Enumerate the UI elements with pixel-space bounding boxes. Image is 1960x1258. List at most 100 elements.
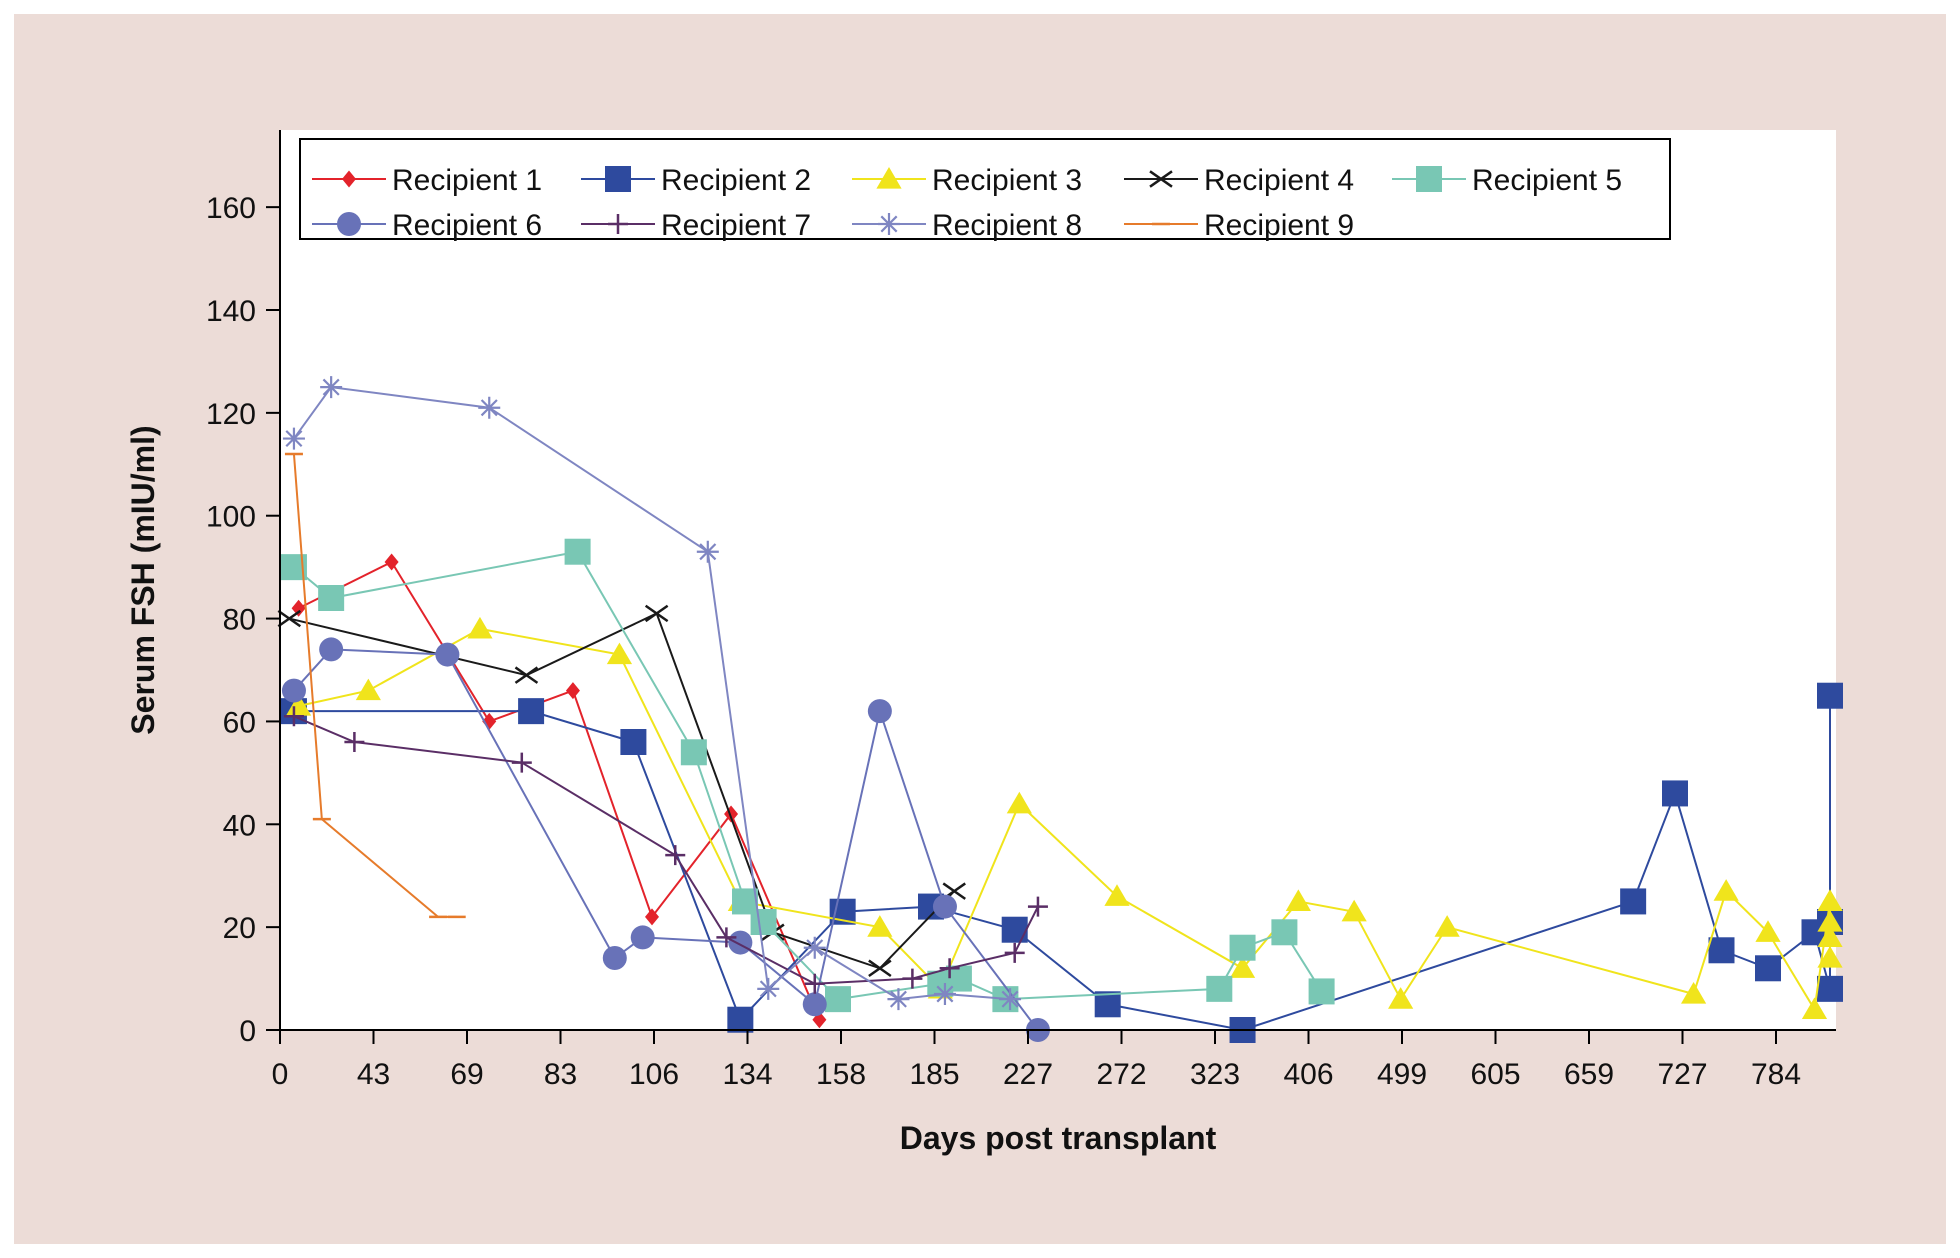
data-point <box>1708 937 1735 964</box>
legend-marker <box>1416 166 1442 192</box>
y-tick-label: 120 <box>206 398 256 431</box>
x-tick-label: 134 <box>722 1058 772 1091</box>
legend-label: Recipient 3 <box>932 164 1082 197</box>
legend-label: Recipient 6 <box>392 209 542 242</box>
x-tick-label: 406 <box>1283 1058 1333 1091</box>
y-tick-label: 0 <box>239 1015 256 1048</box>
data-point <box>1817 682 1843 709</box>
series-6 <box>281 637 1050 1042</box>
series-line <box>293 715 1039 985</box>
data-point <box>696 540 719 563</box>
legend-item: Recipient 1 <box>312 164 542 197</box>
data-point <box>1308 978 1335 1005</box>
data-point <box>1817 946 1843 968</box>
data-point <box>1229 934 1256 961</box>
data-point <box>902 968 923 989</box>
data-point <box>803 936 826 959</box>
data-point <box>478 396 501 419</box>
plot-area <box>280 130 1836 1030</box>
x-tick-label: 272 <box>1096 1058 1146 1091</box>
data-point <box>435 642 460 667</box>
legend-marker <box>876 167 902 189</box>
data-point <box>750 909 777 935</box>
data-point <box>1817 975 1843 1002</box>
data-point <box>665 845 686 866</box>
legend-item: Recipient 3 <box>852 164 1082 197</box>
legend-item: Recipient 4 <box>1124 164 1354 197</box>
data-point <box>1681 982 1707 1004</box>
legend-item: Recipient 9 <box>1124 209 1354 242</box>
fsh-line-chart: 0 20 40 60 80 100 120 140 160 0 43 69 83 106 134 158 18… <box>125 130 1843 1156</box>
y-tick-label: 40 <box>223 809 256 842</box>
series-line <box>292 453 457 918</box>
data-point <box>1755 955 1781 982</box>
data-point <box>277 609 302 628</box>
series-3 <box>286 616 1843 1020</box>
data-point <box>1285 889 1311 912</box>
x-tick-label: 727 <box>1657 1058 1707 1091</box>
legend-item: Recipient 8 <box>852 209 1082 242</box>
data-point <box>1104 884 1130 906</box>
series-7 <box>283 706 1048 994</box>
legend-label: Recipient 8 <box>932 209 1082 242</box>
legend-item: Recipient 7 <box>581 209 811 242</box>
legend-item: Recipient 2 <box>581 164 811 197</box>
data-point <box>282 427 305 450</box>
data-point <box>999 988 1022 1011</box>
y-tick-label: 100 <box>206 501 256 534</box>
data-point <box>320 376 343 399</box>
data-point <box>939 958 960 979</box>
legend-marker <box>337 212 361 236</box>
series-line <box>289 612 955 970</box>
data-point <box>344 732 365 752</box>
legend-label: Recipient 5 <box>1472 164 1622 197</box>
data-point <box>606 642 633 665</box>
x-tick-label: 784 <box>1751 1058 1801 1091</box>
data-point <box>1620 888 1647 915</box>
data-point <box>1817 925 1843 948</box>
data-point <box>1388 987 1414 1009</box>
data-point <box>932 894 957 919</box>
data-point <box>283 706 304 727</box>
legend-label: Recipient 4 <box>1204 164 1354 197</box>
data-point <box>867 915 893 937</box>
legend: Recipient 1 Recipient 2 Recipient 3 Recipie… <box>299 138 1671 242</box>
legend-marker <box>1149 170 1173 188</box>
data-point <box>1229 956 1256 978</box>
legend-marker <box>608 214 628 234</box>
legend-label: Recipient 9 <box>1204 209 1354 242</box>
data-point <box>825 986 851 1013</box>
data-point <box>564 538 591 565</box>
data-point <box>1206 975 1233 1002</box>
data-point <box>1001 916 1028 943</box>
data-point <box>355 678 381 701</box>
data-point <box>1713 879 1739 901</box>
data-point <box>1801 997 1828 1020</box>
data-point <box>384 553 399 571</box>
chart-panel: 0 20 40 60 80 100 120 140 160 0 43 69 83 106 134 158 18… <box>14 14 1946 1244</box>
x-tick-label: 185 <box>909 1058 959 1091</box>
data-point <box>1434 915 1460 937</box>
series-5 <box>280 538 1335 1013</box>
data-point <box>644 604 669 623</box>
data-point <box>933 983 956 1005</box>
data-point <box>565 682 580 700</box>
x-ticks: 0 43 69 83 106 134 158 185 227 272 323 406 499 605 659… <box>272 1030 1801 1091</box>
data-point <box>804 973 825 994</box>
legend-marker <box>605 166 631 192</box>
data-point <box>319 637 344 662</box>
data-point <box>286 694 312 716</box>
y-ticks: 0 20 40 60 80 100 120 140 160 <box>206 192 280 1048</box>
data-point <box>868 959 892 978</box>
data-point <box>887 988 910 1011</box>
data-point <box>318 585 345 611</box>
legend-item: Recipient 5 <box>1392 164 1622 197</box>
legend-label: Recipient 7 <box>661 209 811 242</box>
legend-marker <box>342 170 356 188</box>
x-tick-label: 106 <box>629 1058 679 1091</box>
x-axis-label: Days post transplant <box>900 1120 1217 1156</box>
series-line <box>293 648 1039 1031</box>
data-point <box>1004 942 1025 963</box>
x-tick-label: 69 <box>450 1058 483 1091</box>
x-tick-label: 323 <box>1190 1058 1240 1091</box>
